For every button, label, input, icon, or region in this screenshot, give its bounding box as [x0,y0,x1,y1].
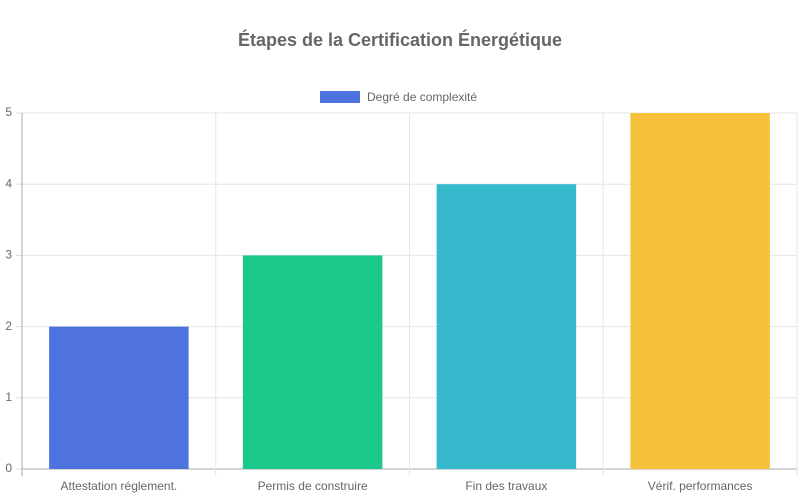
legend-swatch [320,91,360,103]
y-tick-label: 2 [5,319,12,333]
y-tick-label: 0 [5,461,12,475]
y-tick-label: 3 [5,248,12,262]
bar [436,184,577,469]
chart-title: Étapes de la Certification Énergétique [238,29,562,50]
y-tick-label: 5 [5,105,12,119]
bar [630,113,770,469]
bar [242,255,383,469]
x-tick-label: Vérif. performances [648,479,753,493]
x-tick-label: Attestation réglement. [61,479,178,493]
legend-label: Degré de complexité [367,90,477,104]
y-tick-label: 1 [5,390,12,404]
x-tick-label: Permis de construire [258,479,368,493]
bar [49,326,189,469]
y-tick-label: 4 [5,176,12,190]
x-tick-label: Fin des travaux [465,479,547,493]
